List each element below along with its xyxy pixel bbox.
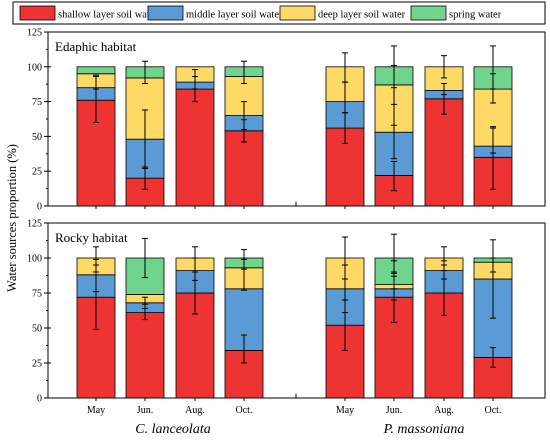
bar-segment — [76, 66, 116, 75]
bar-segment — [76, 99, 116, 207]
species-label-c-lanceolata: C. lanceolata — [135, 422, 210, 437]
x-tick-label: Oct. — [236, 405, 253, 416]
y-tick-label: 0 — [37, 394, 42, 405]
x-tick-label: Oct. — [485, 405, 502, 416]
x-tick-label: May — [87, 405, 105, 416]
y-tick-label: 50 — [32, 324, 42, 335]
y-tick-label: 125 — [27, 28, 42, 39]
legend-label: deep layer soil water — [318, 10, 406, 21]
legend-label: shallow layer soil water — [58, 10, 159, 21]
y-tick-label: 75 — [32, 289, 42, 300]
legend-swatch — [19, 5, 56, 21]
x-tick-label: Jun. — [137, 405, 153, 416]
y-axis-label: Water sources proportion (%) — [5, 144, 19, 292]
bar-segment — [125, 77, 165, 140]
y-tick-label: 100 — [27, 254, 42, 265]
panel-rocky: 0 25 50 75 100 125 Rocky habitat May Jun. Aug. Oct… — [27, 219, 546, 416]
y-tick-label: 50 — [32, 132, 42, 143]
x-tick-label: Aug. — [185, 405, 205, 416]
plot-frame — [47, 31, 546, 207]
y-tick-label: 75 — [32, 97, 42, 108]
x-tick-label: May — [336, 405, 354, 416]
panel-edaphic: 0 25 50 75 100 125 Edaphic habitat — [27, 28, 546, 213]
y-tick-label: 0 — [37, 202, 42, 213]
x-tick-label: Aug. — [434, 405, 454, 416]
legend-label: spring water — [449, 10, 502, 21]
panel-title: Edaphic habitat — [55, 39, 137, 54]
bar-segment — [224, 130, 264, 207]
legend-swatch — [147, 5, 184, 21]
y-tick-label: 100 — [27, 62, 42, 73]
y-tick-label: 25 — [32, 359, 42, 370]
legend-swatch — [410, 5, 447, 21]
species-label-p-massoniana: P. massoniana — [383, 422, 465, 437]
bar-segment — [125, 312, 165, 399]
y-tick-label: 125 — [27, 219, 42, 230]
bar-segment — [424, 98, 464, 207]
panel-title: Rocky habitat — [55, 230, 128, 245]
plot-frame — [47, 222, 546, 399]
legend-label: middle layer soil water — [186, 10, 283, 21]
x-tick-label: Jun. — [386, 405, 402, 416]
legend-swatch — [279, 5, 316, 21]
y-tick-label: 25 — [32, 167, 42, 178]
bar-segment — [175, 88, 215, 207]
legend: shallow layer soil water middle layer soi… — [12, 1, 546, 25]
